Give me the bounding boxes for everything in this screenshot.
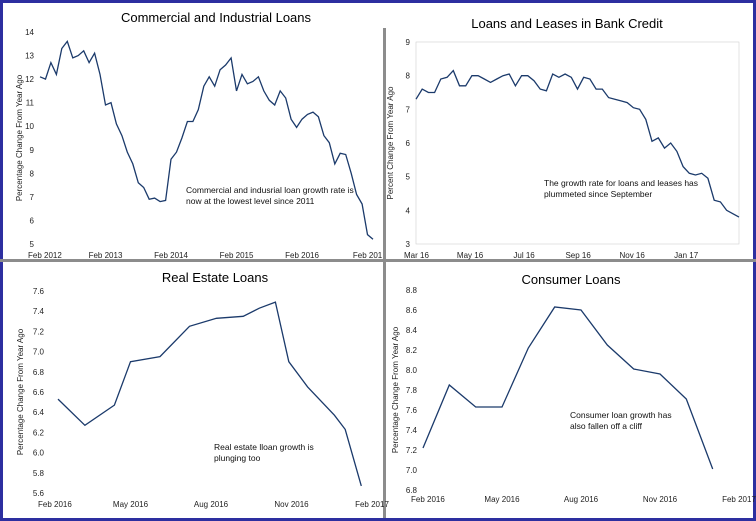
y-tick-label: 5 — [406, 173, 411, 182]
x-tick-label: Feb 2016 — [411, 495, 445, 504]
x-tick-label: Nov 16 — [619, 251, 645, 260]
y-tick-label: 5 — [30, 240, 35, 249]
y-tick-label: 5.6 — [33, 489, 45, 498]
x-tick-label: Aug 2016 — [194, 500, 229, 509]
chart-loans-leases-bank-credit: Loans and Leases in Bank Credit Percent C… — [386, 16, 740, 260]
x-tick-label: Nov 2016 — [274, 500, 309, 509]
y-tick-label: 12 — [25, 75, 34, 84]
y-tick-label: 7 — [406, 105, 411, 114]
y-tick-label: 7.2 — [33, 327, 45, 336]
y-tick-label: 7.6 — [33, 287, 45, 296]
x-tick-label: May 2016 — [484, 495, 520, 504]
y-axis-label: Percentage Change From Year Ago — [391, 326, 400, 453]
x-tick-label: Feb 2016 — [38, 500, 72, 509]
y-tick-label: 11 — [26, 99, 35, 108]
plot-frame — [415, 41, 740, 245]
annotation-line: The growth rate for loans and leases has — [544, 178, 698, 188]
series-line — [57, 301, 362, 487]
y-tick-label: 14 — [25, 28, 34, 37]
panel-divider-horizontal — [0, 259, 756, 262]
y-tick-label: 8.8 — [406, 286, 418, 295]
y-tick-label: 6.4 — [33, 408, 45, 417]
chart-consumer-loans: Consumer Loans Percentage Change From Yea… — [391, 272, 756, 504]
y-tick-label: 7 — [30, 193, 35, 202]
y-tick-label: 8.6 — [406, 306, 418, 315]
x-tick-label: Feb 201 — [353, 251, 383, 260]
chart-annotation: The growth rate for loans and leases has… — [544, 178, 698, 199]
y-tick-label: 8.2 — [406, 346, 418, 355]
y-tick-label: 7.4 — [33, 307, 45, 316]
y-axis-label: Percentage Change From Year Ago — [15, 74, 24, 201]
series-line — [415, 69, 740, 218]
annotation-line: plunging too — [214, 453, 261, 463]
y-axis-label: Percent Change From Year Ago — [386, 86, 395, 200]
x-tick-label: Feb 2017 — [355, 500, 389, 509]
x-tick-label: Feb 2012 — [28, 251, 62, 260]
chart-real-estate-loans: Real Estate Loans Percentage Change From … — [16, 270, 389, 509]
y-tick-label: 7.0 — [33, 348, 45, 357]
annotation-line: Consumer loan growth has — [570, 410, 672, 420]
panel-divider-vertical — [383, 28, 386, 518]
y-tick-label: 6.8 — [406, 486, 418, 495]
y-tick-label: 6.0 — [33, 449, 45, 458]
x-tick-label: Feb 2013 — [89, 251, 123, 260]
annotation-line: Real estate lloan growth is — [214, 442, 314, 452]
chart-annotation: Real estate lloan growth is plunging too — [214, 442, 314, 463]
y-tick-label: 6.2 — [33, 428, 45, 437]
y-tick-label: 7.2 — [406, 446, 418, 455]
x-tick-label: Feb 2014 — [154, 251, 188, 260]
y-tick-label: 6 — [406, 139, 411, 148]
x-tick-label: Jul 16 — [513, 251, 535, 260]
chart-annotation: Commercial and indusrial loan growth rat… — [186, 185, 354, 206]
chart-annotation: Consumer loan growth has also fallen off … — [570, 410, 672, 431]
y-tick-label: 7.8 — [406, 386, 418, 395]
y-tick-label: 8 — [406, 72, 411, 81]
y-tick-label: 6 — [30, 216, 35, 225]
y-tick-label: 10 — [25, 122, 34, 131]
y-tick-label: 7.6 — [406, 406, 418, 415]
y-tick-label: 13 — [25, 52, 34, 61]
y-tick-label: 9 — [30, 146, 35, 155]
x-tick-label: May 2016 — [113, 500, 149, 509]
x-tick-label: Mar 16 — [404, 251, 429, 260]
x-tick-label: Feb 2015 — [220, 251, 254, 260]
y-tick-label: 8.4 — [406, 326, 418, 335]
x-tick-label: May 16 — [457, 251, 484, 260]
annotation-line: plummeted since September — [544, 189, 652, 199]
series-line — [39, 40, 374, 240]
x-tick-label: Sep 16 — [565, 251, 591, 260]
x-tick-label: Feb 2016 — [285, 251, 319, 260]
x-tick-label: Nov 2016 — [643, 495, 678, 504]
y-tick-label: 9 — [406, 38, 411, 47]
y-tick-label: 6.8 — [33, 368, 45, 377]
y-tick-label: 8 — [30, 169, 35, 178]
y-tick-label: 7.0 — [406, 466, 418, 475]
x-tick-label: Feb 2017 — [722, 495, 756, 504]
y-tick-label: 8.0 — [406, 366, 418, 375]
y-tick-label: 6.6 — [33, 388, 45, 397]
x-tick-label: Aug 2016 — [564, 495, 599, 504]
y-tick-label: 5.8 — [33, 469, 45, 478]
annotation-line: Commercial and indusrial loan growth rat… — [186, 185, 354, 195]
chart-title: Consumer Loans — [522, 272, 621, 287]
y-tick-label: 3 — [406, 240, 411, 249]
chart-title: Real Estate Loans — [162, 270, 269, 285]
x-tick-label: Jan 17 — [674, 251, 699, 260]
annotation-line: also fallen off a cliff — [570, 421, 643, 431]
y-tick-label: 4 — [406, 206, 411, 215]
chart-commercial-industrial-loans: Commercial and Industrial Loans Percentag… — [15, 10, 383, 260]
chart-title: Loans and Leases in Bank Credit — [471, 16, 663, 31]
annotation-line: now at the lowest level since 2011 — [186, 196, 315, 206]
series-line — [422, 306, 714, 470]
y-axis-label: Percentage Change From Year Ago — [16, 328, 25, 455]
chart-title: Commercial and Industrial Loans — [121, 10, 312, 25]
y-tick-label: 7.4 — [406, 426, 418, 435]
